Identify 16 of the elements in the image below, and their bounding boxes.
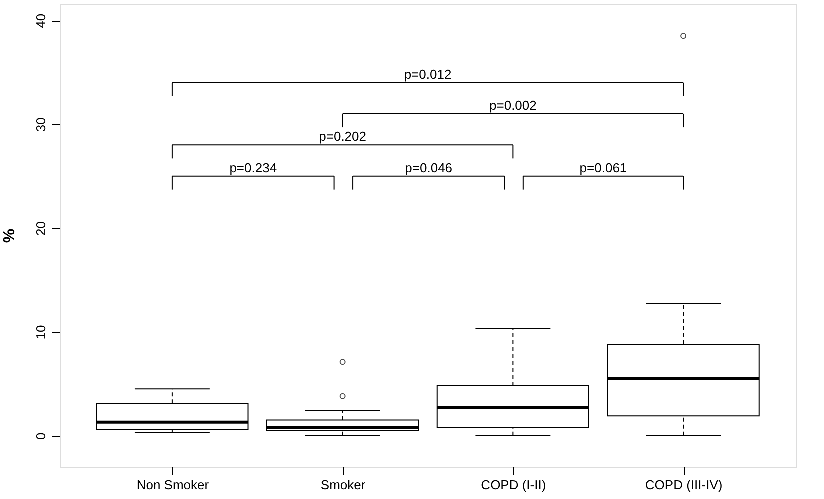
x-tick-label: Non Smoker [136,478,210,492]
y-tick-label: 30 [34,118,48,132]
y-tick-label: 20 [34,222,48,236]
x-tick-label: COPD (III-IV) [645,478,723,492]
annotation: p=0.234 [230,160,278,176]
annotation: p=0.012 [404,66,452,82]
x-tick-label: Smoker [320,478,366,492]
y-axis-title: % [2,228,18,244]
x-tick-label: COPD (I-II) [481,478,546,492]
annotation: p=0.061 [580,160,628,176]
y-tick-label: 10 [34,325,48,340]
annotation: p=0.046 [405,160,453,176]
y-tick-label: 40 [34,14,48,28]
annotation: p=0.002 [490,98,537,114]
annotation: p=0.202 [319,129,366,144]
y-tick-label: 0 [34,432,48,440]
